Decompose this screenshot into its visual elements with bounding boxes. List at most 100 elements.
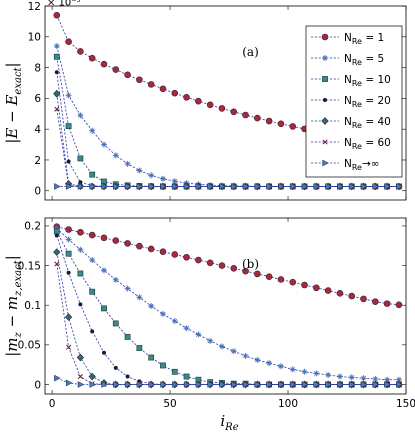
data-point (65, 123, 72, 129)
data-point (289, 123, 297, 130)
data-point (277, 363, 284, 370)
legend-marker (322, 159, 329, 167)
data-point (207, 337, 214, 344)
data-point (148, 172, 155, 179)
data-point (360, 295, 367, 303)
data-point (254, 356, 261, 363)
data-point (160, 381, 167, 388)
panel-label: (a) (242, 45, 259, 59)
data-point (77, 183, 85, 190)
data-point (136, 183, 144, 190)
data-point (66, 344, 72, 350)
data-point (88, 54, 96, 62)
legend-label: NRe = 60 (344, 137, 391, 151)
data-point (54, 183, 61, 190)
data-point (384, 183, 392, 190)
data-point (195, 381, 203, 388)
data-point (372, 381, 380, 388)
legend-box (305, 25, 403, 178)
data-point (171, 318, 178, 325)
data-point (54, 233, 59, 238)
data-point (100, 60, 108, 68)
data-point (195, 97, 202, 105)
data-point (112, 237, 120, 244)
data-point (125, 374, 130, 379)
data-point (325, 381, 333, 388)
data-point (183, 381, 191, 388)
data-point (77, 246, 84, 253)
legend-marker (323, 98, 327, 102)
data-point (89, 171, 96, 178)
y-tick-label: 0.2 (24, 221, 41, 233)
data-point (124, 285, 131, 292)
data-point (219, 183, 226, 190)
data-point (54, 106, 60, 112)
data-point (254, 270, 261, 278)
data-point (219, 381, 226, 388)
data-point (159, 310, 166, 317)
legend-label: NRe = 10 (344, 74, 391, 88)
y-axis-title: |mz − mz,exact| (3, 255, 24, 357)
legend: NRe = 1 NRe = 5 NRe = 10 NRe = 20 NRe = 40 NR… (305, 25, 403, 178)
data-point (124, 160, 131, 167)
data-point (148, 381, 156, 388)
data-point (231, 381, 238, 388)
data-point (242, 352, 249, 359)
data-point (242, 111, 249, 119)
data-point (89, 381, 97, 388)
legend-label: NRe = 40 (344, 116, 391, 130)
data-point (195, 183, 203, 190)
x-tick-label: 50 (163, 398, 176, 410)
data-point (53, 225, 60, 232)
legend-marker (322, 55, 328, 61)
data-point (172, 381, 179, 388)
plot-frame (44, 217, 407, 395)
data-point (313, 381, 321, 388)
data-point (77, 48, 84, 55)
data-point (183, 94, 190, 101)
data-point (160, 362, 166, 369)
data-point (266, 381, 274, 388)
legend-label: NRe = 5 (344, 53, 384, 67)
data-point (360, 183, 368, 190)
data-point (384, 381, 392, 388)
data-point (159, 85, 167, 93)
data-point (53, 248, 61, 256)
data-point (183, 183, 191, 190)
data-point (372, 375, 379, 382)
data-point (195, 331, 202, 338)
data-point (101, 350, 106, 355)
data-point (171, 368, 178, 375)
y-tick-label: 10 (28, 32, 41, 44)
data-point (78, 180, 83, 185)
data-point (147, 81, 155, 88)
data-point (183, 325, 190, 332)
data-point (325, 183, 333, 190)
data-point (277, 276, 285, 283)
data-point (89, 288, 96, 295)
legend-marker (322, 139, 328, 145)
data-point (53, 43, 60, 50)
data-point (101, 183, 108, 190)
data-point (254, 183, 262, 190)
data-point (206, 101, 214, 109)
data-point (360, 381, 368, 388)
data-point (65, 236, 72, 243)
data-point (65, 379, 73, 387)
data-point (136, 294, 143, 301)
data-point (53, 228, 60, 235)
data-point (396, 183, 403, 190)
y-tick-label: 4 (34, 124, 41, 136)
y-tick-label: 0 (34, 379, 41, 391)
data-point (242, 267, 249, 275)
data-point (277, 120, 285, 128)
data-point (101, 305, 107, 312)
y-tick-label: 0 (34, 186, 41, 198)
data-point (124, 183, 132, 190)
data-point (242, 183, 250, 190)
data-point (148, 303, 155, 309)
data-point (230, 348, 237, 355)
data-point (113, 381, 120, 388)
